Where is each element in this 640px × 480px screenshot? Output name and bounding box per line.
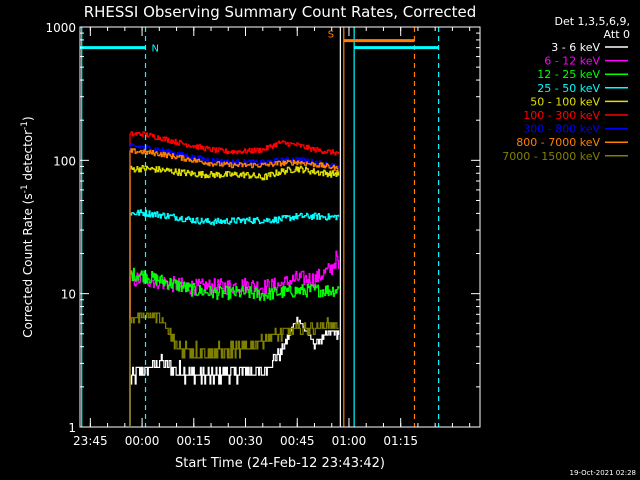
legend-label-1: 3 - 6 keV [551,41,600,54]
legend-header-line-1: Det 1,3,5,6,9, [554,15,630,28]
x-axis-label: Start Time (24-Feb-12 23:43:42) [175,456,385,471]
series-line-6 [129,131,340,426]
timestamp: 19-Oct-2021 02:28 [570,469,636,477]
series-line-8 [129,148,340,426]
legend-label-5: 50 - 100 keV [530,95,600,108]
y-axis-label-mid: detector [21,130,35,185]
plot-axes-layer: 23:45 00:00 00:15 00:30 00:45 01:00 01:15 1 10 10… [45,21,481,448]
series-line-4 [129,209,340,426]
x-tick-label: 00:30 [228,434,263,448]
x-tick-label: 00:15 [176,434,211,448]
x-tick-label: 01:00 [332,434,367,448]
y-tick-label: 10 [61,288,76,302]
flag-label-s: S [328,30,334,41]
legend-label-6: 100 - 300 keV [523,109,600,122]
series-line-2 [129,250,340,426]
legend-label-4: 25 - 50 keV [537,82,600,95]
chart-title: RHESSI Observing Summary Count Rates, Co… [84,3,477,21]
series-line-7 [129,143,340,426]
legend-label-9: 7000 - 15000 keV [502,150,600,163]
series-line-9 [129,312,339,426]
plot-marker-layer: NS [80,27,440,427]
x-tick-label: 23:45 [73,434,108,448]
plot-data-layer [129,131,340,426]
x-tick-label: 01:15 [383,434,418,448]
legend-label-8: 800 - 7000 keV [516,136,600,149]
y-axis-label-sup2: -1 [20,121,30,130]
series-line-5 [129,165,340,426]
y-tick-label: 1000 [45,21,76,35]
series-line-3 [129,267,340,426]
y-axis-label-main: Corrected Count Rate (s [21,193,35,337]
flag-label-n: N [152,44,159,55]
y-axis-label: Corrected Count Rate (s-1 detector-1) [20,116,35,337]
y-tick-label: 1 [68,421,76,435]
legend-label-7: 300 - 800 keV [523,123,600,136]
y-axis-label-sup1: -1 [20,184,30,193]
x-tick-label: 00:00 [125,434,160,448]
x-tick-label: 00:45 [280,434,315,448]
legend-label-3: 12 - 25 keV [537,68,600,81]
legend-label-2: 6 - 12 keV [544,55,600,68]
legend-header-line-2: Att 0 [604,28,630,41]
y-axis-label-end: ) [21,116,35,121]
y-tick-label: 100 [53,154,76,168]
